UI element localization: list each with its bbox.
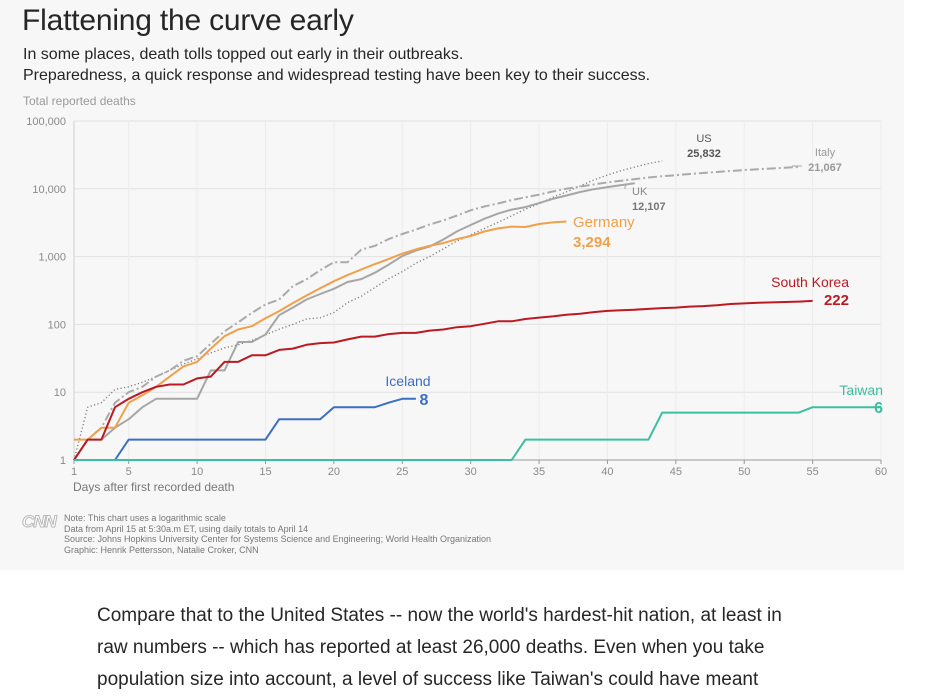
y-tick-label: 1 xyxy=(60,455,66,467)
series-name-uk: UK xyxy=(632,186,648,198)
x-tick-label: 20 xyxy=(328,466,340,478)
series-value-us: 25,832 xyxy=(687,148,721,160)
x-tick-label: 1 xyxy=(71,466,77,478)
series-name-taiwan: Taiwan xyxy=(839,382,883,398)
note-line: Note: This chart uses a logarithmic scal… xyxy=(64,513,226,523)
article-line: Compare that to the United States -- now… xyxy=(97,605,782,626)
x-tick-label: 45 xyxy=(670,466,682,478)
grid-lines xyxy=(74,120,882,461)
series-name-iceland: Iceland xyxy=(385,373,430,389)
y-axis-label: Total reported deaths xyxy=(23,94,136,108)
chart-subtitle: In some places, death tolls topped out e… xyxy=(23,44,650,86)
subtitle-line: In some places, death tolls topped out e… xyxy=(23,46,464,63)
series-line-germany xyxy=(74,220,567,441)
x-tick-label: 40 xyxy=(601,466,613,478)
series-lines xyxy=(73,160,881,461)
x-tick-label: 10 xyxy=(191,466,203,478)
subtitle-line: Preparedness, a quick response and wides… xyxy=(23,67,651,84)
series-value-south-korea: 222 xyxy=(824,292,849,309)
y-tick-label: 10,000 xyxy=(32,184,66,196)
article-line: population size into account, a level of… xyxy=(97,669,759,690)
note-line: Data from April 15 at 5:30a.m ET, using … xyxy=(64,523,309,534)
x-tick-label: 35 xyxy=(533,466,545,478)
series-line-south-korea xyxy=(73,299,813,461)
uk-label-connector xyxy=(624,182,633,190)
chart-title: Flattening the curve early xyxy=(22,4,354,37)
series-value-iceland: 8 xyxy=(420,392,429,409)
y-tick-label: 10 xyxy=(54,387,66,399)
chart-notes: Note: This chart uses a logarithmic scal… xyxy=(64,513,491,555)
series-value-uk: 12,107 xyxy=(632,201,666,213)
series-value-italy: 21,067 xyxy=(808,162,842,174)
y-tick-label: 100,000 xyxy=(26,116,66,128)
series-name-south-korea: South Korea xyxy=(771,274,849,290)
cnn-logo: CNN xyxy=(22,512,58,532)
series-line-taiwan xyxy=(74,406,881,461)
chart-figure: Flattening the curve early In some place… xyxy=(21,4,888,561)
x-tick-label: 15 xyxy=(259,466,271,478)
series-name-us: US xyxy=(696,133,711,145)
x-tick-label: 25 xyxy=(396,466,408,478)
series-line-italy xyxy=(73,165,799,461)
series-name-germany: Germany xyxy=(573,214,635,231)
note-line: Source: Johns Hopkins University Center … xyxy=(64,534,492,544)
y-tick-label: 1,000 xyxy=(38,252,66,264)
x-tick-label: 5 xyxy=(126,466,132,478)
x-axis-label: Days after first recorded death xyxy=(73,480,234,494)
article-paragraph: Compare that to the United States -- now… xyxy=(97,600,857,696)
y-tick-label: 100 xyxy=(48,319,66,331)
article-line: raw numbers -- which has reported at lea… xyxy=(97,637,765,658)
series-line-us xyxy=(73,160,663,461)
series-line-uk xyxy=(73,182,635,461)
series-line-iceland xyxy=(74,397,416,461)
x-tick-label: 55 xyxy=(806,466,818,478)
x-tick-label: 50 xyxy=(738,466,750,478)
series-name-italy: Italy xyxy=(815,147,836,159)
series-value-taiwan: 6 xyxy=(874,400,883,417)
chart-footer: CNN Note: This chart uses a logarithmic … xyxy=(22,511,882,561)
line-chart: Total reported deaths Days after first r… xyxy=(23,94,887,494)
series-value-germany: 3,294 xyxy=(573,234,611,251)
note-line: Graphic: Henrik Pettersson, Natalie Crok… xyxy=(64,544,259,555)
x-tick-label: 60 xyxy=(875,466,887,478)
x-tick-label: 30 xyxy=(465,466,477,478)
